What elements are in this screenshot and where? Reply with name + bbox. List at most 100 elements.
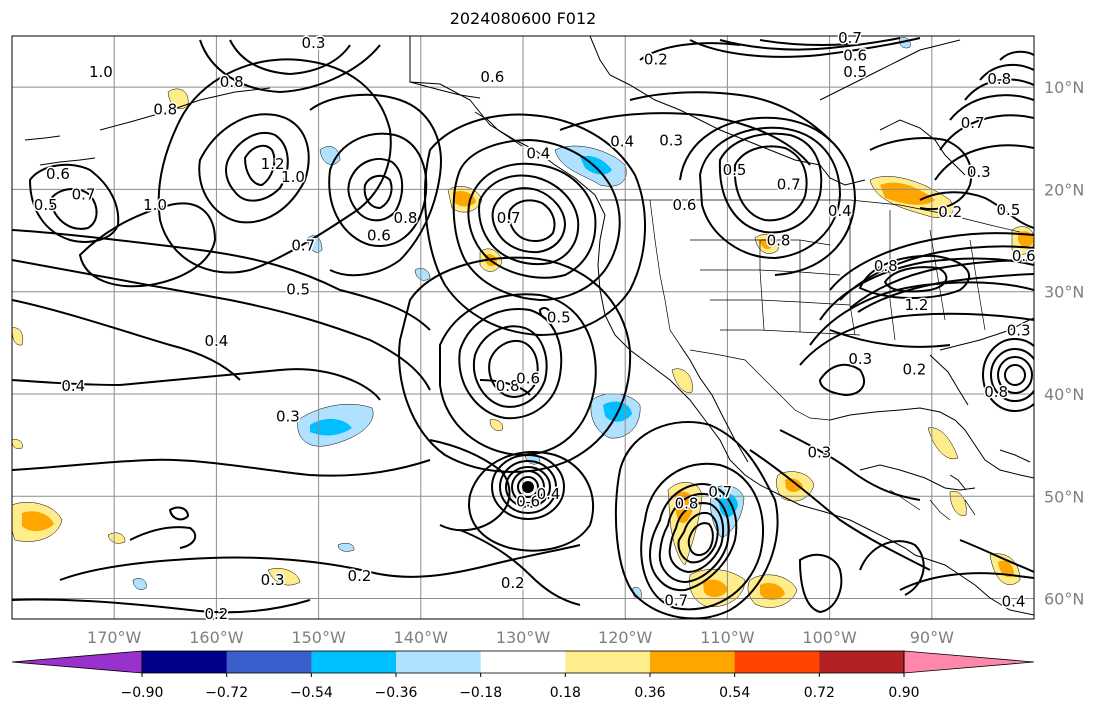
- contour-label: 0.3: [1007, 322, 1031, 340]
- contour-label: 0.7: [664, 592, 688, 610]
- contour-label: 0.4: [828, 202, 852, 220]
- contour-label: 0.3: [276, 407, 300, 425]
- contour-label: 0.5: [34, 196, 58, 214]
- latitude-label: 60°N: [1044, 590, 1084, 609]
- colorbar-segment: [819, 651, 905, 673]
- contour-label: 0.5: [723, 161, 747, 179]
- contour-label: 0.8: [496, 377, 520, 395]
- contour-label: 1.0: [281, 168, 305, 186]
- contour-label: 0.6: [516, 370, 540, 388]
- anomaly-shading: [12, 37, 1034, 608]
- longitude-label: 130°W: [496, 628, 551, 647]
- colorbar-tick-label: 0.36: [634, 685, 665, 701]
- colorbar-tick-label: −0.72: [205, 685, 248, 701]
- contour-label: 0.2: [902, 360, 926, 378]
- colorbar: −0.90 −0.72 −0.54 −0.36 −0.18 0.18 0.36 0.54 0.7…: [11, 650, 1035, 701]
- colorbar-tick-label: 0.72: [804, 685, 835, 701]
- contour-label: 0.6: [367, 226, 391, 244]
- contour-label: 0.3: [659, 131, 683, 149]
- colorbar-tick-label: −0.36: [375, 685, 418, 701]
- contour-label: 0.4: [610, 132, 634, 150]
- contour-label: 0.6: [843, 46, 867, 64]
- contour-label: 0.3: [807, 443, 831, 461]
- longitude-axis: 170°W 160°W 150°W 140°W 130°W 120°W 110°W 100°W…: [87, 628, 954, 647]
- contour-label: 0.8: [767, 232, 791, 250]
- contour-label: 0.7: [777, 175, 801, 193]
- contour-label: 0.6: [516, 492, 540, 510]
- contour-label: 0.2: [644, 51, 668, 69]
- contour-label: 0.3: [848, 350, 872, 368]
- contour-label: 1.0: [143, 196, 167, 214]
- contour-label: 0.7: [497, 209, 521, 227]
- colorbar-segment: [311, 651, 397, 673]
- contour-label: 0.8: [874, 257, 898, 275]
- contour-label: 0.2: [938, 203, 962, 221]
- contour-label: 0.4: [61, 377, 85, 395]
- colorbar-segment: [734, 651, 820, 673]
- contour-label: 0.5: [843, 63, 867, 81]
- colorbar-segment: [396, 651, 482, 673]
- longitude-label: 140°W: [394, 628, 449, 647]
- latitude-label: 50°N: [1044, 487, 1084, 506]
- colorbar-extension-low: [11, 650, 143, 674]
- contour-label: 0.8: [987, 70, 1011, 88]
- map-title: 2024080600 F012: [449, 9, 597, 28]
- latitude-axis: 60°N 50°N 40°N 30°N 20°N 10°N: [1044, 78, 1084, 608]
- contour-label: 0.2: [204, 605, 228, 623]
- latitude-label: 30°N: [1044, 283, 1084, 302]
- longitude-label: 110°W: [700, 628, 755, 647]
- colorbar-tick-label: 0.18: [550, 685, 581, 701]
- contour-label: 0.5: [547, 308, 571, 326]
- contour-label: 0.3: [967, 163, 991, 181]
- latitude-label: 10°N: [1044, 78, 1084, 97]
- longitude-label: 120°W: [598, 628, 653, 647]
- contour-label: 0.2: [501, 574, 525, 592]
- contour-label: 0.6: [480, 68, 504, 86]
- contour-label: 0.8: [675, 494, 699, 512]
- contour-label: 1.2: [261, 155, 285, 173]
- contour-label: 0.8: [220, 73, 244, 91]
- colorbar-tick-label: −0.54: [290, 685, 333, 701]
- latitude-label: 20°N: [1044, 180, 1084, 199]
- contour-label: 0.4: [204, 332, 228, 350]
- contour-label: 0.8: [153, 101, 177, 119]
- contour-label: 0.7: [291, 237, 315, 255]
- colorbar-tick-label: 0.54: [719, 685, 750, 701]
- contour-label: 1.0: [89, 63, 113, 81]
- contour-label: 0.6: [673, 196, 697, 214]
- contour-label: 0.4: [1002, 593, 1026, 611]
- contour-label: 0.3: [302, 34, 326, 52]
- contour-lines: [12, 37, 1034, 619]
- contour-label: 0.8: [984, 383, 1008, 401]
- longitude-label: 90°W: [910, 628, 954, 647]
- contour-label: 1.2: [905, 296, 929, 314]
- contour-label: 0.7: [838, 29, 862, 47]
- contour-label: 0.5: [286, 281, 310, 299]
- contour-label: 0.2: [348, 567, 372, 585]
- contour-label: 0.3: [261, 571, 285, 589]
- contour-label: 0.8: [394, 209, 418, 227]
- political-borders: [600, 199, 1021, 521]
- contour-label: 0.6: [1012, 247, 1036, 265]
- colorbar-segment: [565, 651, 651, 673]
- colorbar-tick-label: −0.90: [121, 685, 164, 701]
- longitude-label: 150°W: [291, 628, 346, 647]
- contour-label: 0.4: [537, 485, 561, 503]
- contour-label: 0.4: [526, 145, 550, 163]
- contour-labels: 0.31.00.80.81.21.00.60.70.5 1.00.80.60.70…: [32, 28, 1037, 625]
- contour-label: 0.7: [72, 186, 96, 204]
- longitude-label: 170°W: [87, 628, 142, 647]
- colorbar-tick-label: 0.90: [888, 685, 919, 701]
- contour-label: 0.6: [46, 165, 70, 183]
- colorbar-extension-high: [903, 650, 1035, 674]
- colorbar-segment: [650, 651, 736, 673]
- latitude-label: 40°N: [1044, 385, 1084, 404]
- colorbar-segment: [480, 651, 566, 673]
- colorbar-segment: [226, 651, 312, 673]
- contour-label: 0.5: [997, 201, 1021, 219]
- colorbar-tick-label: −0.18: [459, 685, 502, 701]
- contour-label: 0.7: [708, 483, 732, 501]
- longitude-label: 160°W: [189, 628, 244, 647]
- contour-label: 0.7: [961, 114, 985, 132]
